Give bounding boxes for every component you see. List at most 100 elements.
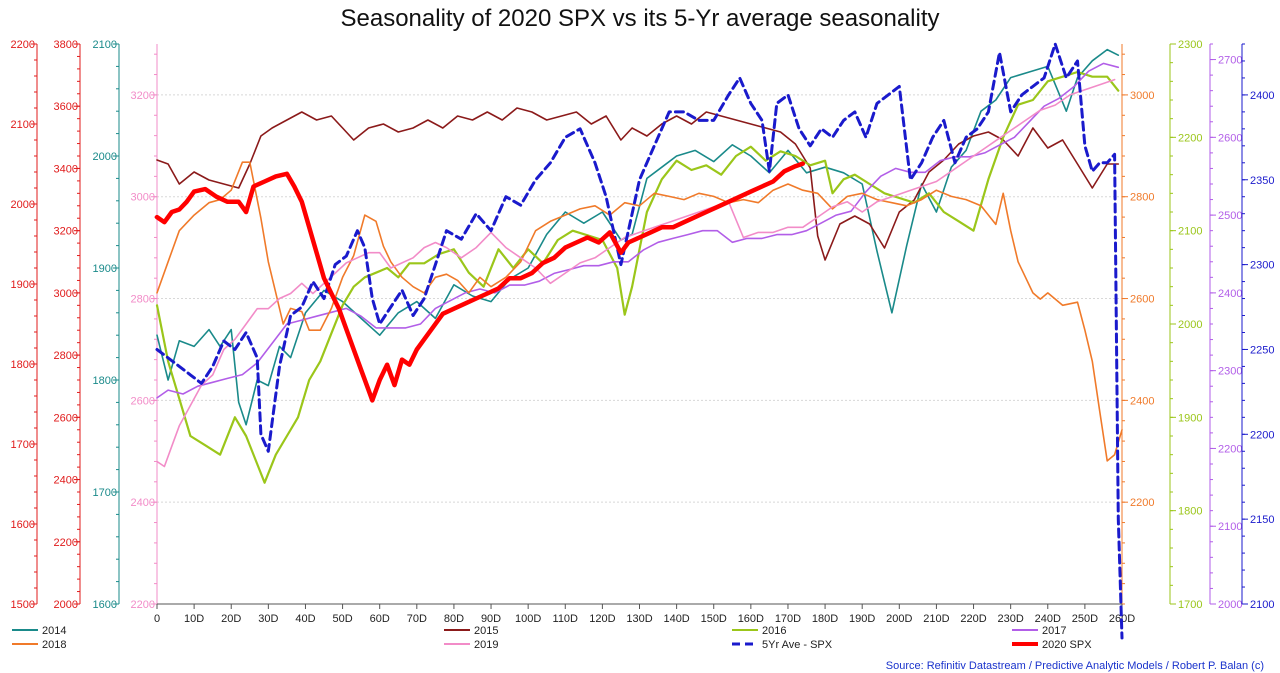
x-axis: 0 10D 20D 30D 40D 50D 60D 70D 80D 90D 100D 110D 120D…: [154, 603, 1135, 625]
y-tick-label: 2000: [93, 151, 117, 163]
x-tick-label: 220D: [960, 613, 986, 625]
x-tick-label: 0: [154, 613, 160, 625]
source-note: Source: Refinitiv Datastream / Predictiv…: [886, 660, 1264, 672]
y-axis-a5yr: 2100 2150 2200 2250 2300 2350 2400: [1241, 43, 1274, 611]
y-tick-label: 2300: [1218, 366, 1242, 378]
x-tick-label: 200D: [886, 613, 912, 625]
y-tick-label: 2100: [1250, 599, 1274, 611]
y-tick-label: 2400: [1250, 90, 1274, 102]
grid-layer: [157, 94, 1122, 605]
y-tick-label: 1800: [1178, 506, 1202, 518]
x-tick-label: 160D: [738, 613, 764, 625]
series-layer: [154, 42, 1124, 640]
y-tick-label: 1700: [11, 439, 35, 451]
x-tick-label: 70D: [407, 613, 427, 625]
y-tick-label: 2800: [131, 294, 155, 306]
x-tick-label: 20D: [221, 613, 241, 625]
legend-label: 2017: [1042, 625, 1066, 637]
x-tick-label: 60D: [370, 613, 390, 625]
series-line-2020-spx: [154, 161, 806, 403]
series-line-2016: [155, 70, 1120, 484]
y-tick-label: 2500: [1218, 210, 1242, 222]
y-tick-label: 2000: [54, 599, 78, 611]
y-axis-a2015: 1600 1700 1800 1900 2000 2100: [93, 39, 120, 611]
y-tick-label: 2600: [1218, 132, 1242, 144]
series-line-2019: [156, 78, 1116, 468]
y-axis-a2016: 1700 1800 1900 2000 2100 2200 2300: [1169, 39, 1202, 611]
y-tick-label: 2200: [1130, 497, 1154, 509]
x-tick-label: 50D: [332, 613, 352, 625]
x-tick-label: 120D: [589, 613, 615, 625]
y-tick-label: 2600: [131, 395, 155, 407]
x-tick-label: 140D: [663, 613, 689, 625]
y-tick-label: 1600: [11, 519, 35, 531]
series-line-5yr-ave-spx: [155, 42, 1124, 640]
x-tick-label: 210D: [923, 613, 949, 625]
y-tick-label: 2400: [131, 497, 155, 509]
legend-item: 2019: [444, 639, 498, 651]
legend-item: 2020 SPX: [1012, 639, 1092, 651]
legend-item: 2015: [444, 625, 498, 637]
y-tick-label: 2600: [54, 412, 78, 424]
y-tick-label: 2100: [93, 39, 117, 51]
y-tick-label: 3000: [54, 288, 78, 300]
y-tick-label: 2400: [1130, 395, 1154, 407]
y-tick-label: 1800: [93, 375, 117, 387]
legend-label: 2014: [42, 625, 66, 637]
y-tick-label: 2150: [1250, 514, 1274, 526]
y-tick-label: 3200: [131, 90, 155, 102]
y-tick-label: 2200: [54, 537, 78, 549]
legend-label: 2016: [762, 625, 786, 637]
y-tick-label: 2200: [1218, 443, 1242, 455]
y-tick-label: 2200: [11, 39, 35, 51]
legend-label: 2018: [42, 639, 66, 651]
legend-item: 2018: [12, 639, 66, 651]
y-tick-label: 1600: [93, 599, 117, 611]
x-tick-label: 30D: [258, 613, 278, 625]
legend-label: 2020 SPX: [1042, 639, 1092, 651]
legend-item: 2014: [12, 625, 66, 637]
y-tick-label: 1500: [11, 599, 35, 611]
y-tick-label: 2000: [1218, 599, 1242, 611]
legend: 2014 2015 2016 2017 2018 2019 5Yr Ave - SPX 202…: [12, 625, 1092, 651]
y-tick-label: 2600: [1130, 294, 1154, 306]
y-axis-a2017: 2000 2100 2200 2300 2400 2500 2600 2700: [1209, 43, 1242, 611]
y-tick-label: 2800: [54, 350, 78, 362]
y-tick-label: 3800: [54, 39, 78, 51]
y-tick-label: 2000: [11, 199, 35, 211]
x-tick-label: 130D: [626, 613, 652, 625]
series-line-2015: [156, 107, 1120, 261]
legend-label: 2015: [474, 625, 498, 637]
y-tick-label: 2800: [1130, 192, 1154, 204]
chart-title: Seasonality of 2020 SPX vs its 5-Yr aver…: [341, 5, 940, 32]
legend-item: 2016: [732, 625, 786, 637]
y-tick-label: 3600: [54, 101, 78, 113]
x-tick-label: 240D: [1035, 613, 1061, 625]
legend-label: 2019: [474, 639, 498, 651]
x-tick-label: 190D: [849, 613, 875, 625]
y-tick-label: 2400: [1218, 288, 1242, 300]
x-tick-label: 10D: [184, 613, 204, 625]
y-tick-label: 2300: [1178, 39, 1202, 51]
y-tick-label: 2250: [1250, 344, 1274, 356]
legend-label: 5Yr Ave - SPX: [762, 639, 833, 651]
y-tick-label: 2200: [1250, 429, 1274, 441]
x-tick-label: 250D: [1072, 613, 1098, 625]
y-tick-label: 1900: [1178, 412, 1202, 424]
x-tick-label: 100D: [515, 613, 541, 625]
y-axis-a2018: 2000 2200 2400 2600 2800 3000 3200 3400 3600 3800: [54, 39, 81, 611]
y-tick-label: 2350: [1250, 175, 1274, 187]
y-tick-label: 1900: [11, 279, 35, 291]
y-tick-label: 1800: [11, 359, 35, 371]
y-tick-label: 3000: [131, 192, 155, 204]
y-tick-label: 2200: [1178, 132, 1202, 144]
y-tick-label: 2300: [1250, 260, 1274, 272]
y-tick-label: 2000: [1178, 319, 1202, 331]
x-tick-label: 150D: [701, 613, 727, 625]
y-tick-label: 3200: [54, 226, 78, 238]
y-tick-label: 2700: [1218, 55, 1242, 67]
y-axis-a2019: 2200 2400 2600 2800 3000 3200: [131, 44, 158, 611]
axes-layer: 1500 1600 1700 1800 1900 2000 2100 2200 2000 2200…: [11, 39, 1275, 611]
y-axis-a2020: 2200 2400 2600 2800 3000: [1121, 44, 1154, 605]
